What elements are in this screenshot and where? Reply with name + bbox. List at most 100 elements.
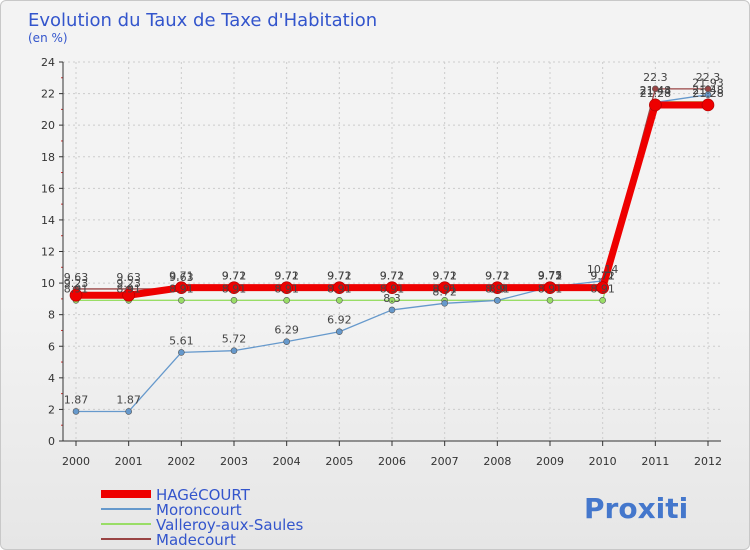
- y-axis-label: (en %): [28, 31, 68, 45]
- legend-label: Madecourt: [156, 531, 236, 549]
- data-label-2: 21.48: [692, 84, 724, 97]
- data-label-1: 6.92: [327, 314, 352, 327]
- data-point-1: [72, 408, 80, 415]
- data-point-1: [230, 347, 238, 354]
- data-point-0: [385, 281, 399, 294]
- x-tick-label: 2011: [641, 455, 669, 468]
- data-label-2: 8.91: [222, 282, 247, 295]
- data-label-0: 9.71: [485, 270, 510, 283]
- data-point-0: [438, 281, 451, 294]
- data-label-3: 9.72: [485, 270, 510, 283]
- data-label-2: 8.91: [274, 282, 299, 295]
- logo-text: Proxiti: [584, 492, 688, 525]
- data-label-2: 8.91: [538, 282, 563, 295]
- data-label-2: 8.91: [64, 282, 89, 295]
- data-label-3: 22.3: [643, 71, 668, 84]
- chart-title: Evolution du Taux de Taxe d'Habitation: [28, 10, 377, 31]
- data-point-2: [546, 296, 554, 304]
- data-point-0: [596, 281, 609, 294]
- grid: [63, 61, 721, 441]
- data-label-1: 6.29: [274, 324, 299, 337]
- data-point-0: [701, 98, 715, 112]
- y-tick-label: 10: [41, 277, 55, 290]
- data-label-1: 8.72: [432, 285, 457, 298]
- x-tick-label: 2001: [115, 455, 143, 468]
- proxiti-logo: Proxiti: [584, 492, 688, 525]
- data-label-0: 9.71: [538, 270, 563, 283]
- data-label-0: 9.71: [327, 270, 352, 283]
- x-tick-label: 2007: [431, 455, 459, 468]
- y-tick-label: 6: [48, 340, 55, 353]
- y-tick-label: 20: [41, 119, 55, 132]
- y-tick-label: 22: [41, 88, 55, 101]
- legend-label: Valleroy-aux-Saules: [156, 516, 303, 534]
- data-label-1: 10.14: [587, 263, 619, 276]
- data-label-1: 5.72: [222, 333, 247, 346]
- data-label-3: 9.72: [222, 270, 247, 283]
- data-label-2: 8.91: [380, 282, 405, 295]
- data-point-0: [122, 288, 135, 302]
- data-point-1: [494, 297, 501, 304]
- data-point-1: [178, 349, 185, 356]
- x-tick-label: 2005: [325, 455, 353, 468]
- data-point-0: [175, 281, 188, 294]
- data-point-0: [227, 281, 241, 294]
- data-point-0: [69, 288, 83, 302]
- data-point-1: [388, 306, 396, 314]
- data-point-1: [704, 91, 712, 98]
- data-point-0: [333, 281, 346, 294]
- data-label-3: 9.63: [169, 271, 194, 284]
- x-tick-label: 2003: [220, 455, 248, 468]
- data-labels: 9.23 9.23 9.71 9.71 9.71 9.71 9.71 9.71 9.71 9.71…: [64, 71, 724, 407]
- y-tick-label: 2: [48, 403, 55, 416]
- data-label-3: 9.72: [327, 270, 352, 283]
- data-label-1: 1.87: [64, 393, 89, 406]
- data-label-2: 8.91: [432, 282, 457, 295]
- data-label-1: 8.9: [489, 282, 507, 295]
- data-label-3: 9.63: [116, 271, 141, 284]
- data-point-2: [230, 296, 238, 304]
- data-label-3: 9.72: [590, 270, 615, 283]
- data-point-1: [125, 408, 132, 415]
- y-tick-label: 16: [41, 182, 55, 195]
- data-label-2: 8.91: [169, 282, 194, 295]
- y-tick-label: 12: [41, 246, 55, 259]
- legend: HAGéCOURTMoroncourtValleroy-aux-SaulesMa…: [101, 486, 303, 549]
- data-point-0: [649, 98, 662, 112]
- data-label-3: 22.3: [696, 71, 721, 84]
- data-point-0: [280, 281, 293, 294]
- data-label-3: 9.72: [432, 270, 457, 283]
- data-point-1: [441, 299, 448, 307]
- x-tick-label: 2004: [273, 455, 301, 468]
- data-label-3: 9.63: [64, 271, 89, 284]
- data-label-1: 9.75: [538, 269, 563, 282]
- series-lines: [69, 85, 715, 415]
- legend-label: HAGéCOURT: [156, 486, 251, 504]
- data-point-1: [283, 338, 290, 345]
- x-tick-label: 2012: [694, 455, 722, 468]
- data-point-0: [543, 281, 557, 294]
- data-label-0: 9.71: [590, 270, 615, 283]
- data-label-1: 5.61: [169, 334, 194, 347]
- data-label-0: 9.23: [64, 277, 89, 290]
- x-tick-label: 2006: [378, 455, 406, 468]
- data-label-1: 21.44: [640, 84, 672, 97]
- x-tick-label: 2002: [167, 455, 195, 468]
- data-label-2: 8.91: [590, 282, 615, 295]
- data-label-2: 8.91: [116, 282, 141, 295]
- data-point-3: [652, 85, 659, 93]
- x-tick-label: 2009: [536, 455, 564, 468]
- data-label-0: 9.71: [380, 270, 405, 283]
- data-label-3: 9.72: [538, 270, 563, 283]
- x-tick-label: 2000: [62, 455, 90, 468]
- data-point-2: [388, 296, 396, 304]
- y-tick-label: 0: [48, 435, 55, 448]
- y-tick-label: 4: [48, 372, 55, 385]
- data-point-1: [336, 328, 343, 336]
- legend-label: Moroncourt: [156, 501, 242, 519]
- data-point-2: [336, 296, 343, 304]
- data-label-0: 9.71: [432, 270, 457, 283]
- x-tick-label: 2010: [589, 455, 617, 468]
